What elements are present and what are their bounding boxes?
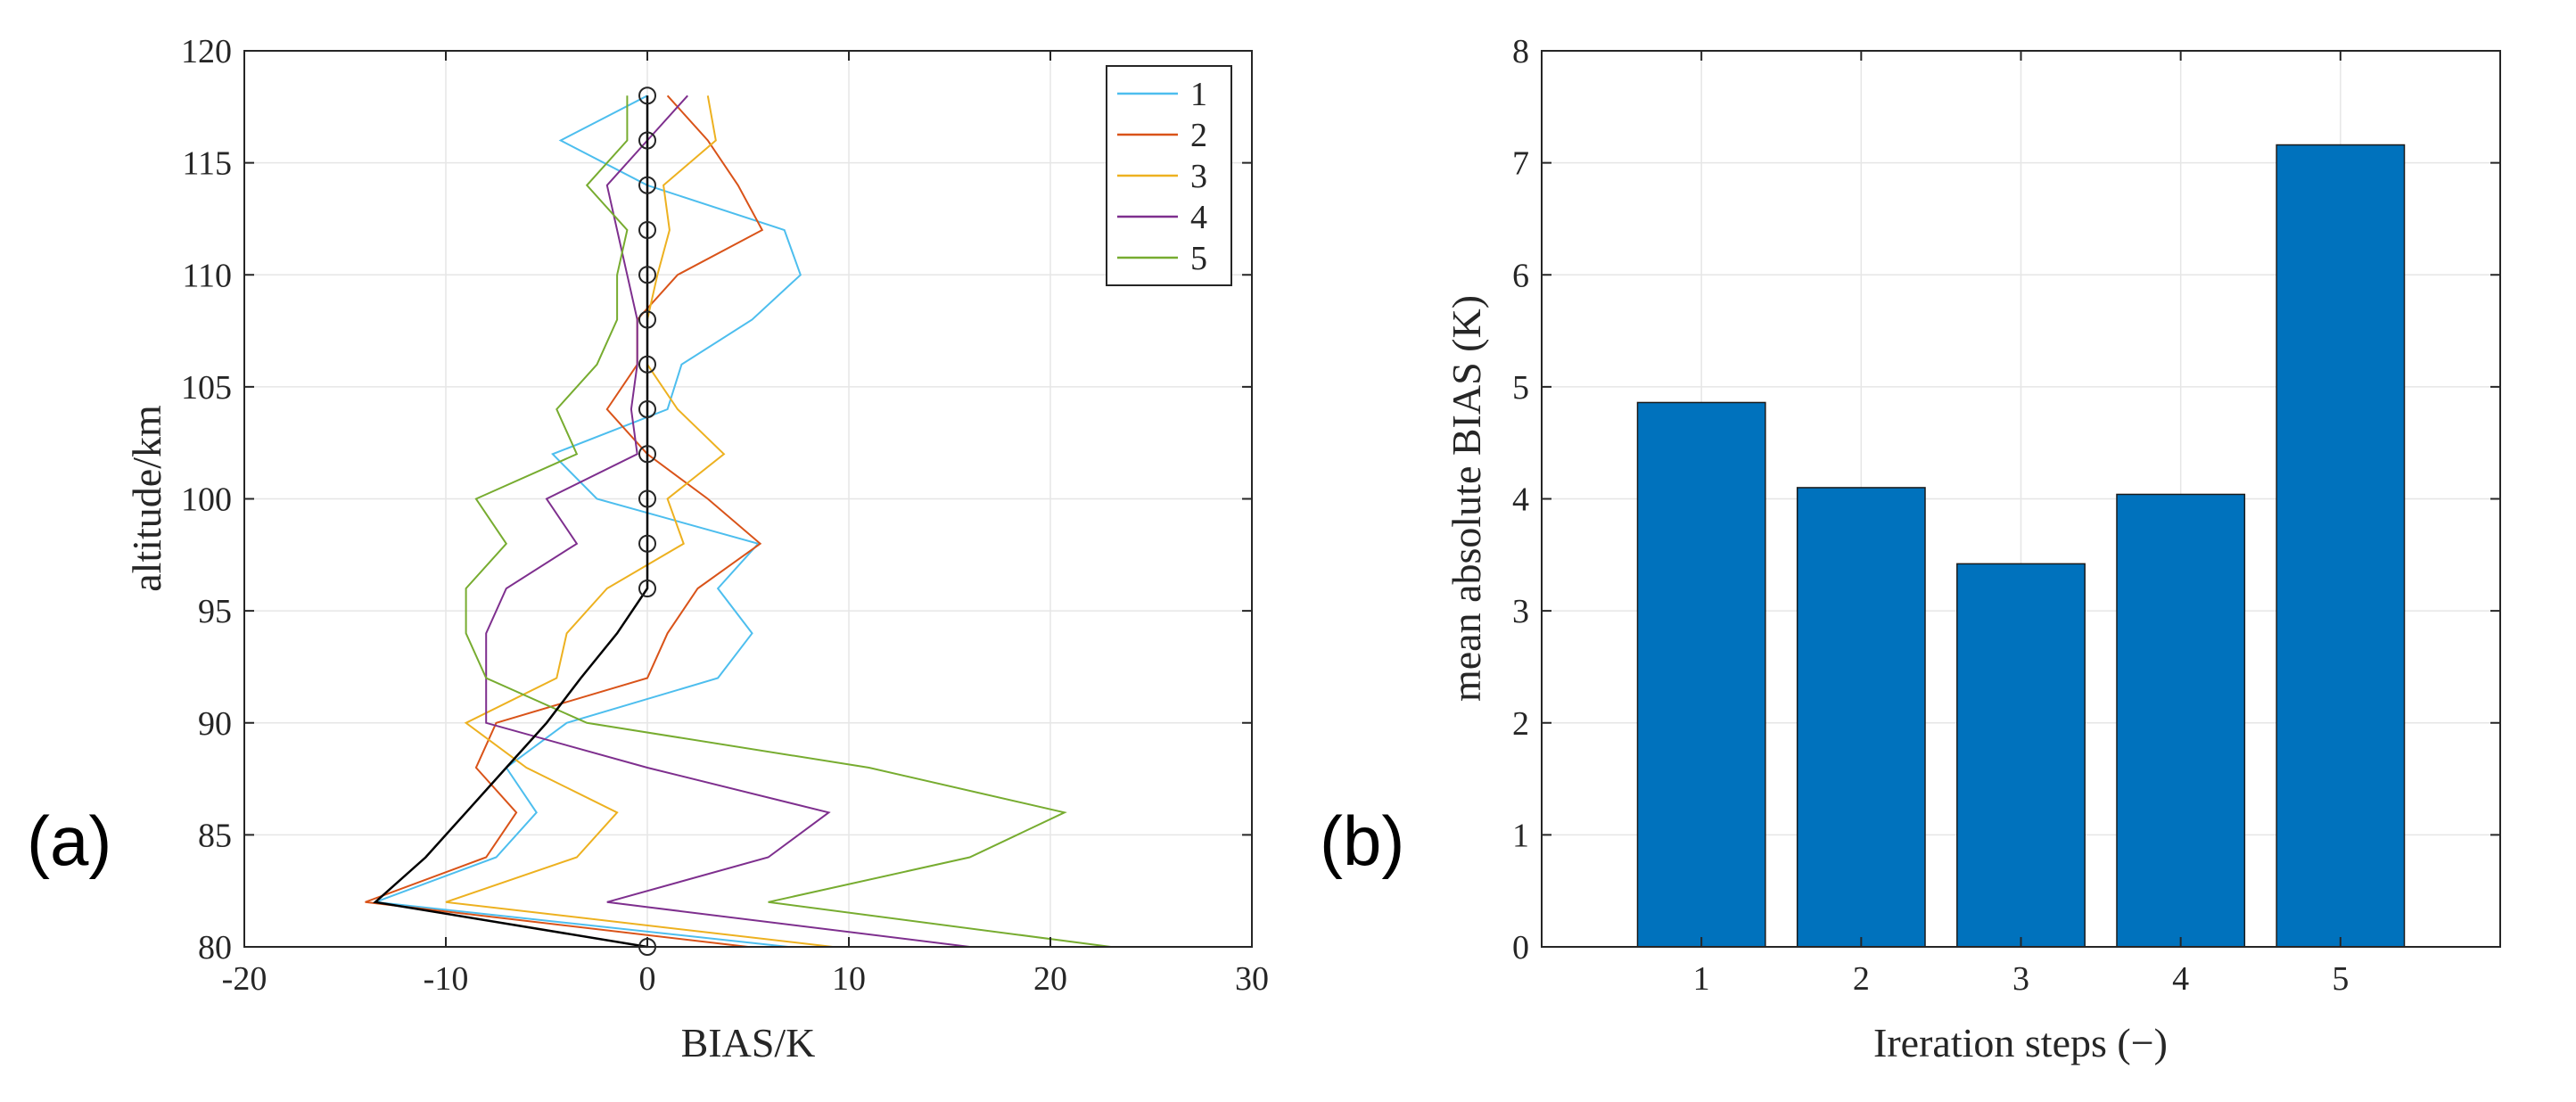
panel-a-reference-marker: [638, 266, 656, 284]
panel-a-xtick-label: 0: [639, 960, 656, 998]
panel-a-reference-marker: [638, 400, 656, 418]
panel-a-reference-marker: [638, 176, 656, 194]
panel-a: -20 -10 0 10 20 30 80 85 90 95 100 105 110 115 120 BIA…: [27, 33, 1269, 1065]
panel-a-reference-marker: [638, 445, 656, 464]
panel-b-xtick-label: 2: [1853, 960, 1870, 998]
panel-a-ytick-label: 115: [182, 145, 232, 183]
panel-b-ytick-label: 3: [1512, 593, 1529, 630]
panel-b: 0 1 2 3 4 5 6 7 8 1 2 3 4 5 Ireration steps (−) mean …: [1320, 33, 2501, 1065]
panel-a-reference-marker: [638, 310, 656, 329]
panel-b-bar-2: [1796, 487, 1926, 948]
panel-b-ytick-label: 8: [1512, 33, 1529, 70]
panel-a-reference-marker: [638, 534, 656, 553]
panel-a-xtick-label: -10: [424, 960, 469, 998]
panel-b-bar-4: [2116, 493, 2246, 948]
panel-a-legend: 1 2 3 4 5: [1106, 65, 1232, 286]
panel-a-ytick-label: 80: [198, 929, 232, 966]
panel-a-ytick-label: 105: [181, 369, 232, 407]
panel-b-bar-3: [1956, 563, 2086, 948]
panel-a-xtick-label: 20: [1033, 960, 1067, 998]
panel-a-reference-marker: [638, 489, 656, 508]
panel-b-ytick-label: 2: [1512, 705, 1529, 743]
panel-b-ticks: 0 1 2 3 4 5 6 7 8 1 2 3 4 5: [1512, 33, 2500, 998]
panel-a-reference-marker: [638, 221, 656, 239]
panel-a-ytick-label: 100: [181, 481, 232, 519]
panel-a-reference-marker: [638, 355, 656, 374]
panel-a-label: (a): [27, 802, 111, 880]
panel-a-series-line-2: [365, 95, 764, 948]
panel-a-ytick-label: 95: [198, 593, 232, 630]
panel-b-bar-1: [1636, 401, 1766, 948]
panel-b-label: (b): [1320, 802, 1404, 880]
panel-a-xlabel: BIAS/K: [681, 1020, 816, 1065]
panel-b-bars: [1636, 144, 2406, 948]
panel-a-reference-marker: [638, 86, 656, 105]
panel-b-xtick-label: 1: [1693, 960, 1710, 998]
panel-a-ytick-label: 90: [198, 705, 232, 743]
panel-b-ytick-label: 4: [1512, 481, 1529, 519]
panel-a-series-line-4: [485, 95, 970, 948]
panel-a-series-line-3: [445, 95, 834, 948]
panel-b-ytick-label: 6: [1512, 257, 1529, 294]
panel-a-xtick-label: 10: [832, 960, 866, 998]
panel-a-reference-marker: [638, 131, 656, 150]
panel-a-reference-marker: [638, 580, 656, 597]
panel-a-ylabel: altitude/km: [124, 405, 169, 592]
panel-a-series-line-5: [465, 95, 1111, 948]
panel-a-legend-label-2: 2: [1190, 117, 1207, 154]
panel-b-ytick-label: 7: [1512, 145, 1529, 183]
panel-a-legend-label-5: 5: [1190, 240, 1207, 277]
panel-a-legend-label-3: 3: [1190, 158, 1207, 195]
panel-a-series: [365, 86, 1111, 956]
panel-a-xtick-label: 30: [1235, 960, 1269, 998]
panel-b-ytick-label: 1: [1512, 817, 1529, 854]
panel-a-legend-label-4: 4: [1190, 199, 1207, 236]
panel-b-bar-5: [2276, 144, 2406, 948]
panel-b-xtick-label: 5: [2332, 960, 2349, 998]
panel-b-xtick-label: 3: [2012, 960, 2029, 998]
panel-b-xtick-label: 4: [2172, 960, 2189, 998]
panel-a-xtick-label: -20: [222, 960, 267, 998]
panel-b-xlabel: Ireration steps (−): [1873, 1020, 2168, 1065]
panel-a-ticks: -20 -10 0 10 20 30 80 85 90 95 100 105 110 115 120: [181, 33, 1269, 998]
panel-b-ytick-label: 0: [1512, 929, 1529, 966]
panel-a-ytick-label: 120: [181, 33, 232, 70]
panel-b-ytick-label: 5: [1512, 369, 1529, 407]
panel-a-ytick-label: 110: [182, 257, 232, 294]
panel-b-ylabel: mean absolute BIAS (K): [1444, 295, 1489, 702]
panel-a-series-line-1: [374, 95, 802, 948]
panel-a-legend-label-1: 1: [1190, 76, 1207, 113]
panel-a-ytick-label: 85: [198, 817, 232, 854]
